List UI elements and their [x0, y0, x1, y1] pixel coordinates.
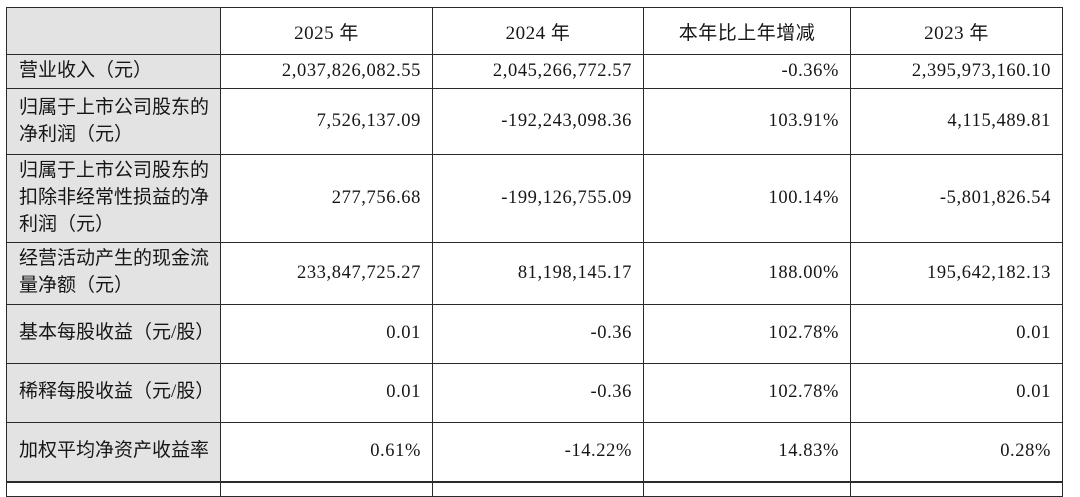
table-row-operating-cash-flow: 经营活动产生的现金流量净额（元） 233,847,725.27 81,198,1…: [6, 241, 1063, 305]
cell: 14.83%: [643, 421, 851, 482]
table-row: [6, 482, 1063, 497]
cell: [432, 482, 644, 497]
table-row-revenue: 营业收入（元） 2,037,826,082.55 2,045,266,772.5…: [6, 54, 1063, 89]
column-header-2023: 2023 年: [850, 7, 1063, 55]
cell: [6, 482, 221, 497]
cell: 103.91%: [643, 88, 851, 155]
cell: [850, 482, 1063, 497]
cell: -192,243,098.36: [432, 88, 644, 155]
cell: 233,847,725.27: [220, 241, 433, 305]
cell: 7,526,137.09: [220, 88, 433, 155]
cell: [643, 482, 851, 497]
row-label: 归属于上市公司股东的净利润（元）: [6, 88, 221, 155]
cell: 195,642,182.13: [850, 241, 1063, 305]
cell: 100.14%: [643, 154, 851, 243]
cell: 0.01: [220, 303, 433, 364]
cell: 0.61%: [220, 421, 433, 482]
column-header-2025: 2025 年: [220, 7, 433, 55]
cell: 2,045,266,772.57: [432, 54, 644, 89]
row-label: 营业收入（元）: [6, 54, 221, 89]
cell: 81,198,145.17: [432, 241, 644, 305]
cell: -0.36: [432, 303, 644, 364]
column-header-2024: 2024 年: [432, 7, 644, 55]
cell: -5,801,826.54: [850, 154, 1063, 243]
corner-cell: [6, 7, 221, 55]
cell: 0.01: [850, 362, 1063, 423]
table-row-net-profit: 归属于上市公司股东的净利润（元） 7,526,137.09 -192,243,0…: [6, 88, 1063, 155]
cell: [220, 482, 433, 497]
row-label: 归属于上市公司股东的扣除非经常性损益的净利润（元）: [6, 154, 221, 243]
cell: 277,756.68: [220, 154, 433, 243]
header-row: 2025 年 2024 年 本年比上年增减 2023 年: [6, 7, 1063, 55]
cell: 188.00%: [643, 241, 851, 305]
cell: -14.22%: [432, 421, 644, 482]
table-row-net-profit-excl-nonrecurring: 归属于上市公司股东的扣除非经常性损益的净利润（元） 277,756.68 -19…: [6, 154, 1063, 243]
column-header-yoy-change: 本年比上年增减: [643, 7, 851, 55]
table-row-basic-eps: 基本每股收益（元/股） 0.01 -0.36 102.78% 0.01: [6, 303, 1063, 364]
cell: 102.78%: [643, 303, 851, 364]
cell: 0.28%: [850, 421, 1063, 482]
cell: -0.36%: [643, 54, 851, 89]
cell: 2,395,973,160.10: [850, 54, 1063, 89]
table-row-diluted-eps: 稀释每股收益（元/股） 0.01 -0.36 102.78% 0.01: [6, 362, 1063, 423]
next-table-fragment: [6, 482, 1063, 497]
row-label: 经营活动产生的现金流量净额（元）: [6, 241, 221, 305]
cell: -0.36: [432, 362, 644, 423]
cell: 0.01: [850, 303, 1063, 364]
cell: 102.78%: [643, 362, 851, 423]
cell: -199,126,755.09: [432, 154, 644, 243]
cell: 0.01: [220, 362, 433, 423]
cell: 2,037,826,082.55: [220, 54, 433, 89]
table-row-weighted-avg-roe: 加权平均净资产收益率 0.61% -14.22% 14.83% 0.28%: [6, 421, 1063, 482]
financial-summary-page: 2025 年 2024 年 本年比上年增减 2023 年 营业收入（元） 2,0…: [6, 7, 1063, 497]
cell: 4,115,489.81: [850, 88, 1063, 155]
row-label: 基本每股收益（元/股）: [6, 303, 221, 364]
financial-summary-table: 2025 年 2024 年 本年比上年增减 2023 年 营业收入（元） 2,0…: [6, 7, 1063, 482]
row-label: 加权平均净资产收益率: [6, 421, 221, 482]
row-label: 稀释每股收益（元/股）: [6, 362, 221, 423]
